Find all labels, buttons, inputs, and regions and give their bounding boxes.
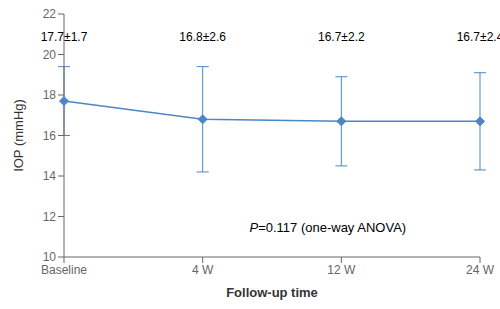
svg-text:24 W: 24 W [466, 263, 492, 277]
svg-text:16.8±2.6: 16.8±2.6 [179, 30, 226, 44]
svg-text:18: 18 [43, 88, 57, 102]
svg-text:17.7±1.7: 17.7±1.7 [41, 30, 88, 44]
svg-text:10: 10 [43, 250, 57, 264]
svg-text:12: 12 [43, 210, 57, 224]
svg-text:Baseline: Baseline [41, 263, 87, 277]
svg-text:4 W: 4 W [192, 263, 214, 277]
svg-text:P=0.117 (one-way ANOVA): P=0.117 (one-way ANOVA) [249, 219, 406, 234]
svg-text:Follow-up time: Follow-up time [226, 285, 318, 300]
svg-text:16.7±2.4: 16.7±2.4 [457, 30, 492, 44]
svg-text:IOP (mmHg): IOP (mmHg) [11, 99, 26, 172]
svg-text:14: 14 [43, 169, 57, 183]
svg-text:16.7±2.2: 16.7±2.2 [318, 30, 365, 44]
svg-text:22: 22 [43, 7, 57, 21]
svg-text:20: 20 [43, 48, 57, 62]
svg-text:12 W: 12 W [327, 263, 356, 277]
svg-text:16: 16 [43, 129, 57, 143]
